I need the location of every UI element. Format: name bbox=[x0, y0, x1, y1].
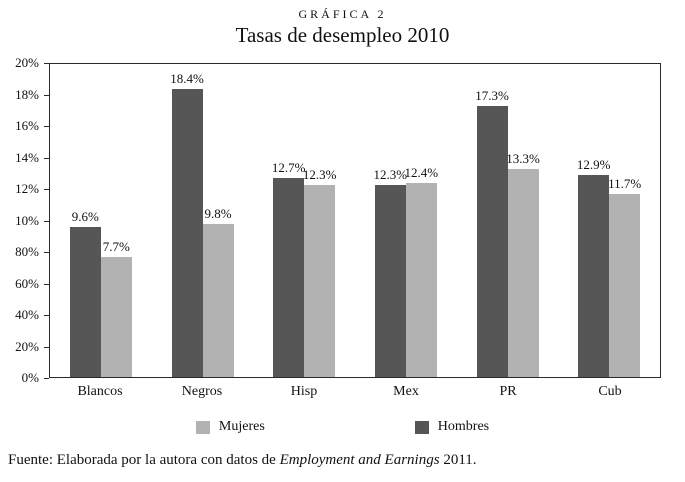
legend-label: Mujeres bbox=[218, 419, 265, 434]
bar-hombres: 17.3% bbox=[475, 64, 509, 377]
bar-value-label: 7.7% bbox=[102, 238, 130, 254]
x-axis-category-label: Hisp bbox=[290, 384, 318, 399]
x-axis-category-label: Blancos bbox=[77, 384, 123, 399]
y-axis-tick-label: 16% bbox=[15, 118, 39, 133]
y-axis-tick-label: 18% bbox=[15, 86, 39, 102]
y-axis-tick-label: 80% bbox=[15, 244, 39, 259]
plot-area: 9.6% 7.7% 18.4% 9.8% 12.7% 12.3% 12.3% 12.4% 17.… bbox=[49, 63, 661, 378]
bar bbox=[69, 226, 101, 377]
bar-group: 17.3% 13.3% bbox=[457, 64, 559, 377]
y-axis-tick-mark bbox=[44, 189, 49, 190]
bar-value-label: 11.7% bbox=[608, 175, 642, 191]
y-axis-tick-mark bbox=[44, 283, 49, 285]
bar-mujeres: 9.8% bbox=[202, 64, 234, 377]
y-axis-tick-mark bbox=[44, 126, 49, 127]
bar-group: 12.7% 12.3% bbox=[253, 64, 355, 377]
bar-hombres: 18.4% bbox=[170, 64, 204, 377]
y-axis-tick-mark bbox=[44, 378, 49, 379]
bar-mujeres: 7.7% bbox=[100, 64, 132, 377]
bar bbox=[507, 168, 539, 377]
y-axis-tick-label: 20% bbox=[15, 55, 39, 70]
bar bbox=[374, 184, 406, 377]
y-axis-tick-label: 12% bbox=[15, 181, 39, 196]
bar-hombres: 12.9% bbox=[576, 64, 611, 377]
y-axis-tick-label: 60% bbox=[15, 275, 39, 291]
bar-value-label: 9.8% bbox=[204, 205, 232, 221]
source-note: Fuente: Elaborada por la autora con dato… bbox=[8, 452, 477, 469]
chart-title: Tasas de desempleo 2010 bbox=[235, 23, 450, 47]
y-axis-tick-label: 0% bbox=[21, 370, 39, 385]
bar bbox=[476, 106, 508, 377]
y-axis: 20% 18% 16% 14% 12% 10% 80% 60% 40% 20% 0% bbox=[0, 55, 49, 385]
bars-row: 9.6% 7.7% 18.4% 9.8% 12.7% 12.3% 12.3% 12.4% 17.… bbox=[50, 64, 660, 377]
bar-hombres: 9.6% bbox=[69, 64, 101, 377]
y-axis-tick-mark bbox=[44, 346, 49, 348]
y-axis-tick-label: 40% bbox=[15, 307, 39, 322]
y-axis-tick-mark bbox=[44, 63, 49, 64]
bar-value-label: 17.3% bbox=[475, 88, 509, 104]
legend-item-mujeres: Mujeres bbox=[195, 419, 265, 435]
bar bbox=[171, 89, 203, 377]
x-axis-category-label: Cub bbox=[598, 384, 622, 399]
bar-value-label: 18.4% bbox=[170, 71, 204, 87]
bar-hombres: 12.7% bbox=[271, 64, 306, 377]
legend-swatch bbox=[195, 420, 210, 434]
y-axis-tick-mark bbox=[44, 157, 49, 159]
bar-hombres: 12.3% bbox=[373, 64, 408, 377]
bar-value-label: 13.3% bbox=[506, 150, 540, 166]
bar-mujeres: 11.7% bbox=[608, 64, 642, 377]
source-text-suffix: 2011. bbox=[439, 452, 477, 468]
legend-swatch bbox=[414, 420, 429, 434]
y-axis-tick-mark bbox=[44, 94, 49, 96]
bar-mujeres: 12.3% bbox=[302, 64, 337, 377]
bar bbox=[304, 184, 336, 377]
bar-group: 9.6% 7.7% bbox=[50, 64, 152, 377]
bar-group: 18.4% 9.8% bbox=[152, 64, 254, 377]
x-axis-category-label: PR bbox=[499, 384, 517, 399]
bar-value-label: 9.6% bbox=[71, 208, 99, 224]
bar bbox=[273, 178, 305, 377]
bar bbox=[609, 193, 641, 377]
bar-value-label: 12.3% bbox=[302, 166, 337, 182]
y-axis-tick-label: 10% bbox=[15, 212, 39, 228]
x-axis-category-label: Mex bbox=[393, 384, 419, 399]
y-axis-tick-label: 20% bbox=[15, 338, 39, 354]
legend: Mujeres Hombres bbox=[0, 419, 685, 435]
y-axis-tick-mark bbox=[44, 220, 49, 222]
bar-value-label: 12.7% bbox=[271, 160, 306, 176]
bar bbox=[405, 182, 437, 377]
y-axis-tick-mark bbox=[44, 315, 49, 316]
title-block: GRÁFICA 2 Tasas de desempleo 2010 bbox=[0, 7, 685, 48]
bar-mujeres: 13.3% bbox=[506, 64, 540, 377]
bar-group: 12.9% 11.7% bbox=[558, 64, 660, 377]
legend-item-hombres: Hombres bbox=[414, 419, 490, 435]
x-axis-category-label: Negros bbox=[181, 384, 223, 399]
chart-kicker: GRÁFICA 2 bbox=[298, 7, 387, 21]
bar-value-label: 12.3% bbox=[373, 166, 408, 182]
bar-value-label: 12.9% bbox=[576, 157, 611, 173]
x-axis-labels: Blancos Negros Hisp Mex PR Cub bbox=[49, 384, 661, 400]
source-text-italic: Employment and Earnings bbox=[279, 452, 440, 468]
bar bbox=[202, 223, 234, 377]
y-axis-tick-label: 14% bbox=[15, 149, 39, 165]
legend-label: Hombres bbox=[437, 419, 490, 434]
source-text-prefix: Fuente: Elaborada por la autora con dato… bbox=[8, 452, 280, 468]
y-axis-tick-mark bbox=[44, 252, 49, 253]
bar bbox=[578, 175, 610, 377]
bar-group: 12.3% 12.4% bbox=[355, 64, 457, 377]
bar bbox=[100, 256, 132, 377]
bar-mujeres: 12.4% bbox=[404, 64, 439, 377]
bar-value-label: 12.4% bbox=[404, 164, 439, 180]
